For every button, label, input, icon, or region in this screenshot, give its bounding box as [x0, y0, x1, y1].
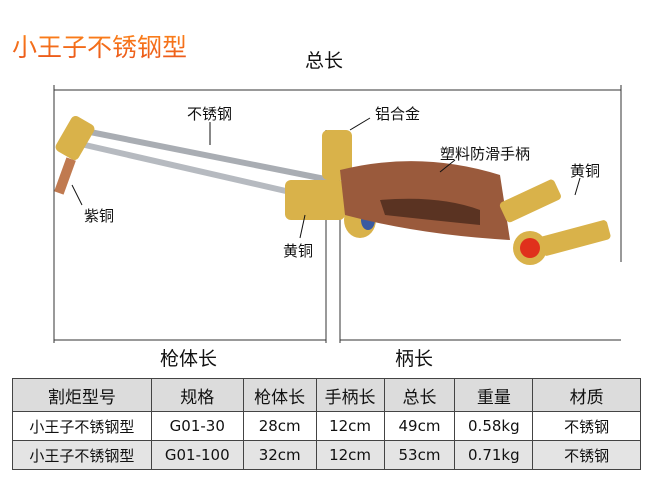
- header-handle-length: 手柄长: [315, 378, 385, 412]
- cell-body-length: 28cm: [242, 411, 317, 441]
- torch-diagram: [53, 85, 622, 343]
- cell-handle-length: 12cm: [315, 411, 385, 441]
- cell-model: 小王子不锈钢型: [12, 440, 152, 470]
- callout-brass-right: 黄铜: [570, 162, 601, 180]
- callout-copper: 紫铜: [84, 207, 115, 225]
- brass-body: [285, 180, 345, 220]
- body-length-label: 枪体长: [160, 348, 218, 370]
- gas-valve-red-cap: [520, 238, 540, 258]
- table-row: 小王子不锈钢型 G01-30 28cm 12cm 49cm 0.58kg 不锈钢: [12, 411, 641, 441]
- cell-handle-length: 12cm: [315, 440, 385, 470]
- product-title: 小王子不锈钢型: [12, 28, 187, 64]
- callout-arrows: [71, 117, 581, 239]
- header-body-length: 枪体长: [242, 378, 317, 412]
- header-spec: 规格: [150, 378, 244, 412]
- cell-total-length: 53cm: [383, 440, 456, 470]
- torch-illustration: [54, 116, 611, 265]
- cell-model: 小王子不锈钢型: [12, 411, 152, 441]
- header-material: 材质: [532, 378, 641, 412]
- table-header-row: 割炬型号 规格 枪体长 手柄长 总长 重量 材质: [12, 378, 641, 412]
- cell-spec: G01-30: [150, 411, 244, 441]
- header-model: 割炬型号: [12, 378, 152, 412]
- table-row: 小王子不锈钢型 G01-100 32cm 12cm 53cm 0.71kg 不锈…: [12, 440, 641, 470]
- brass-head: [55, 116, 95, 160]
- callout-brass-center: 黄铜: [283, 242, 314, 260]
- spec-table: 割炬型号 规格 枪体长 手柄长 总长 重量 材质 小王子不锈钢型 G01-30 …: [12, 378, 641, 470]
- cell-spec: G01-100: [150, 440, 244, 470]
- upper-tube: [77, 127, 333, 183]
- callout-grip: 塑料防滑手柄: [440, 145, 531, 163]
- brass-fitting-upper: [499, 179, 561, 223]
- callout-stainless: 不锈钢: [187, 105, 233, 123]
- cell-body-length: 32cm: [242, 440, 317, 470]
- cell-weight: 0.58kg: [454, 411, 534, 441]
- total-length-label: 总长: [305, 50, 344, 72]
- cell-weight: 0.71kg: [454, 440, 534, 470]
- cell-total-length: 49cm: [383, 411, 456, 441]
- cell-material: 不锈钢: [532, 411, 641, 441]
- grip-pattern: [380, 198, 480, 225]
- aluminum-valve: [322, 130, 352, 180]
- header-weight: 重量: [454, 378, 534, 412]
- brass-fitting-lower: [539, 220, 611, 256]
- copper-nozzle: [54, 157, 76, 195]
- header-total-length: 总长: [383, 378, 456, 412]
- handle-length-label: 柄长: [395, 348, 434, 370]
- cell-material: 不锈钢: [532, 440, 641, 470]
- callout-aluminum: 铝合金: [375, 105, 421, 123]
